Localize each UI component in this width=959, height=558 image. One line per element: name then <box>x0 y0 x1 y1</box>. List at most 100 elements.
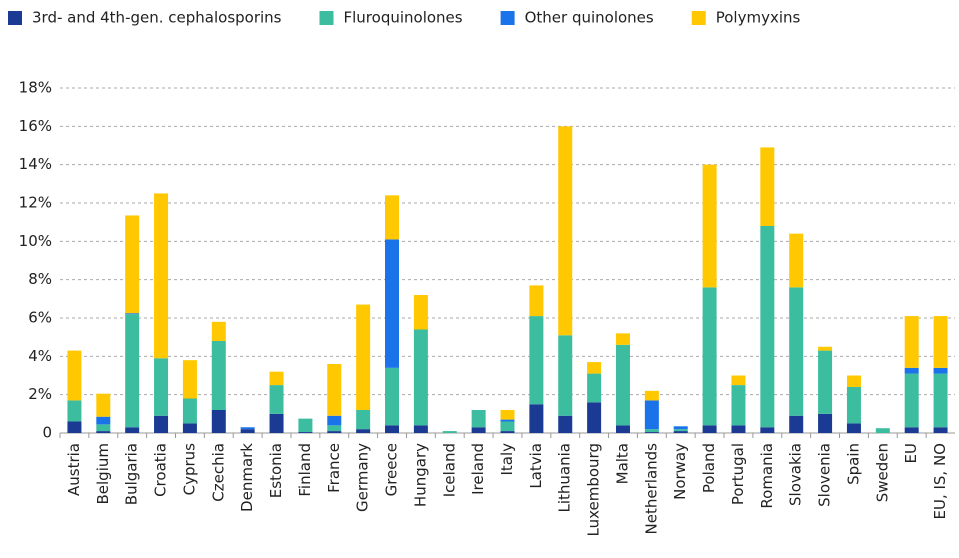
bar-segment <box>615 425 630 433</box>
bar-segment <box>587 373 602 403</box>
bar-segment <box>327 425 342 432</box>
bar-segment <box>154 415 169 433</box>
y-tick-label: 4% <box>28 347 52 365</box>
bar-segment <box>211 341 226 410</box>
x-tick-label: Ireland <box>469 443 487 495</box>
bar-segment <box>529 316 544 405</box>
bar-segment <box>327 415 342 426</box>
bar-segment <box>413 295 428 330</box>
bar-segment <box>558 415 573 433</box>
bar-segment <box>933 316 948 368</box>
bar-segment <box>587 362 602 374</box>
bar-segment <box>269 371 284 386</box>
legend-label: Other quinolones <box>525 9 654 27</box>
x-tick-label: Iceland <box>440 443 458 497</box>
bar-segment <box>500 419 515 422</box>
bar-segment <box>96 393 111 417</box>
y-tick-label: 6% <box>28 309 52 327</box>
bar-segment <box>385 425 400 433</box>
legend-swatch <box>8 11 22 25</box>
bar-segment <box>846 375 861 387</box>
bar-segment <box>615 344 630 426</box>
bar-segment <box>500 410 515 420</box>
bar-segment <box>760 427 775 433</box>
bar-segment <box>760 147 775 226</box>
x-tick-label: Malta <box>613 443 631 484</box>
bar-segment <box>904 427 919 433</box>
bar-segment <box>818 346 833 351</box>
y-tick-label: 18% <box>19 79 52 97</box>
bar-segment <box>182 398 197 424</box>
bar-segment <box>211 410 226 433</box>
x-tick-label: EU <box>902 443 920 463</box>
y-tick-label: 16% <box>19 117 52 135</box>
x-tick-label: Luxembourg <box>585 443 603 537</box>
bar-segment <box>385 239 400 368</box>
bar-segment <box>471 427 486 433</box>
bar-segment <box>702 164 717 288</box>
bar-segment <box>413 329 428 426</box>
x-tick-label: EU, IS, NO <box>931 443 949 520</box>
bar-segment <box>413 425 428 433</box>
bar-segment <box>904 367 919 374</box>
bar-segment <box>818 413 833 433</box>
y-tick-label: 8% <box>28 270 52 288</box>
bar-segment <box>875 428 890 433</box>
bar-segment <box>125 313 140 315</box>
bar-segment <box>904 373 919 428</box>
x-tick-label: Austria <box>65 443 83 496</box>
x-tick-label: Spain <box>844 443 862 485</box>
y-tick-label: 0 <box>42 424 52 442</box>
bar-segment <box>96 424 111 432</box>
bar-segment <box>644 390 659 401</box>
bar-segment <box>731 385 746 426</box>
bar-segment <box>96 431 111 433</box>
x-tick-label: Slovenia <box>816 443 834 507</box>
bar-segment <box>182 423 197 433</box>
bar-segment <box>615 333 630 345</box>
bar-segment <box>500 421 515 432</box>
legend-swatch <box>691 11 706 25</box>
bar-segment <box>933 427 948 433</box>
x-tick-label: Italy <box>498 443 516 476</box>
x-tick-label: Finland <box>296 443 314 497</box>
bar-segment <box>67 350 82 401</box>
legend-swatch <box>500 11 515 25</box>
x-tick-label: Bulgaria <box>123 443 141 505</box>
x-tick-label: France <box>325 443 343 493</box>
x-tick-label: Sweden <box>873 443 891 502</box>
bar-segment <box>789 287 804 416</box>
bar-segment <box>125 314 140 428</box>
bar-segment <box>471 410 486 428</box>
bar-segment <box>933 367 948 374</box>
x-tick-label: Germany <box>354 443 372 512</box>
bar-segment <box>587 402 602 433</box>
legend-label: Polymyxins <box>716 9 801 27</box>
bar-segment <box>644 400 659 430</box>
bar-segment <box>442 431 457 433</box>
bar-segment <box>558 126 573 336</box>
bar-segment <box>240 429 255 433</box>
bar-segment <box>529 285 544 317</box>
bar-segment <box>789 233 804 288</box>
bar-segment <box>125 427 140 433</box>
x-tick-label: Greece <box>383 443 401 496</box>
bar-segment <box>644 429 659 433</box>
bar-segment <box>154 193 169 359</box>
bar-segment <box>356 304 371 410</box>
bar-segment <box>731 375 746 386</box>
bar-segment <box>125 215 140 314</box>
x-tick-label: Lithuania <box>556 443 574 512</box>
x-tick-label: Portugal <box>729 443 747 505</box>
bar-segment <box>673 431 688 433</box>
bar-segment <box>385 195 400 240</box>
x-tick-label: Hungary <box>411 443 429 507</box>
bar-segment <box>240 427 255 430</box>
bar-segment <box>818 350 833 414</box>
bar-segment <box>673 429 688 432</box>
y-tick-label: 10% <box>19 232 52 250</box>
x-tick-label: Latvia <box>527 443 545 489</box>
bar-segment <box>529 404 544 433</box>
bar-segment <box>702 287 717 426</box>
